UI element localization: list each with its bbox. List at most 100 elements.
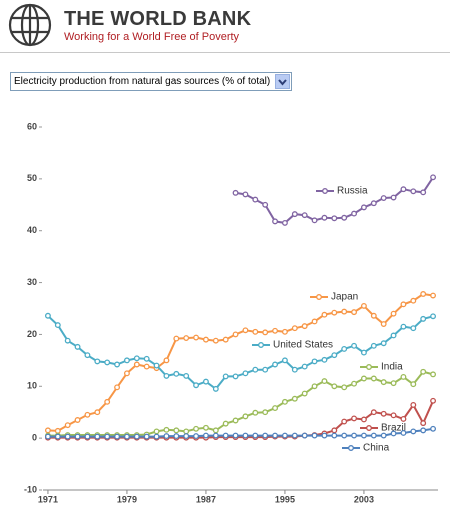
data-point	[370, 432, 377, 439]
y-tick-label: 0	[32, 433, 37, 443]
data-point	[104, 398, 111, 405]
data-point	[114, 384, 121, 391]
data-point	[351, 432, 358, 439]
data-point	[104, 359, 111, 366]
data-point	[341, 345, 348, 352]
data-point	[360, 416, 367, 423]
data-point	[232, 417, 239, 424]
data-point	[420, 291, 427, 297]
data-point	[420, 427, 427, 434]
data-point	[123, 370, 130, 377]
data-point	[123, 357, 130, 364]
data-point	[153, 362, 160, 369]
series-line	[47, 370, 434, 437]
data-point	[430, 425, 437, 432]
data-point	[291, 211, 298, 218]
data-point	[193, 334, 200, 341]
dropdown-arrow[interactable]	[275, 74, 291, 89]
legend-label: United States	[273, 340, 333, 351]
data-point	[281, 328, 288, 335]
data-point	[74, 433, 81, 440]
data-point	[360, 302, 367, 309]
data-point	[420, 315, 427, 322]
data-point	[44, 427, 51, 434]
data-point	[420, 420, 427, 427]
data-point	[114, 433, 121, 440]
data-point	[193, 382, 200, 389]
data-point	[380, 432, 387, 439]
data-point	[114, 361, 121, 368]
data-point	[390, 412, 397, 419]
data-point	[331, 427, 338, 434]
data-point	[262, 329, 269, 336]
data-point	[242, 327, 249, 334]
data-point	[291, 325, 298, 332]
data-point	[390, 380, 397, 387]
data-point	[44, 312, 51, 319]
data-point	[400, 186, 407, 193]
data-point	[301, 323, 308, 330]
data-point	[84, 411, 91, 418]
data-point	[163, 357, 170, 364]
brand-title: THE WORLD BANK	[64, 8, 252, 30]
data-point	[212, 432, 219, 439]
data-point	[301, 363, 308, 370]
data-point	[430, 371, 437, 378]
legend-marker	[258, 342, 264, 348]
data-point	[360, 432, 367, 439]
data-point	[232, 331, 239, 338]
y-tick-label: -10	[24, 484, 37, 494]
data-point	[212, 427, 219, 434]
data-point	[232, 373, 239, 380]
data-point	[420, 368, 427, 375]
data-point	[133, 355, 140, 362]
data-point	[430, 292, 437, 299]
data-point	[430, 313, 437, 320]
data-point	[252, 432, 259, 439]
data-point	[281, 357, 288, 364]
x-tick-label: 1995	[275, 494, 295, 504]
data-point	[281, 398, 288, 405]
data-point	[133, 433, 140, 440]
data-point	[400, 301, 407, 308]
data-point	[212, 337, 219, 344]
data-point	[430, 397, 437, 404]
data-point	[390, 310, 397, 317]
x-tick-label: 2003	[354, 494, 374, 504]
data-point	[400, 374, 407, 380]
data-point	[173, 433, 180, 440]
data-point	[321, 432, 328, 439]
data-point	[380, 195, 387, 201]
data-point	[183, 428, 190, 435]
data-point	[212, 385, 219, 392]
y-tick-label: 30	[27, 277, 37, 287]
data-point	[54, 427, 61, 434]
legend-marker	[348, 445, 354, 451]
data-point	[410, 428, 417, 435]
data-point	[410, 188, 417, 195]
data-point	[262, 201, 269, 208]
data-point	[193, 425, 200, 432]
data-point	[321, 356, 328, 363]
data-point	[252, 366, 259, 373]
legend-label: India	[381, 362, 403, 373]
series-line	[47, 292, 434, 432]
y-tick-label: 40	[27, 225, 37, 235]
data-point	[262, 409, 269, 416]
logo[interactable]	[6, 2, 62, 52]
data-point	[291, 366, 298, 373]
data-point	[143, 363, 150, 370]
data-point	[84, 352, 91, 359]
data-point	[370, 375, 377, 382]
data-point	[360, 204, 367, 211]
data-point	[64, 433, 71, 440]
data-point	[380, 410, 387, 417]
data-point	[370, 409, 377, 416]
data-point	[202, 432, 209, 439]
data-point	[430, 174, 437, 181]
data-point	[341, 308, 348, 315]
indicator-dropdown[interactable]: Electricity production from natural gas …	[10, 72, 293, 91]
data-point	[123, 433, 130, 440]
y-tick-label: 20	[27, 329, 37, 339]
